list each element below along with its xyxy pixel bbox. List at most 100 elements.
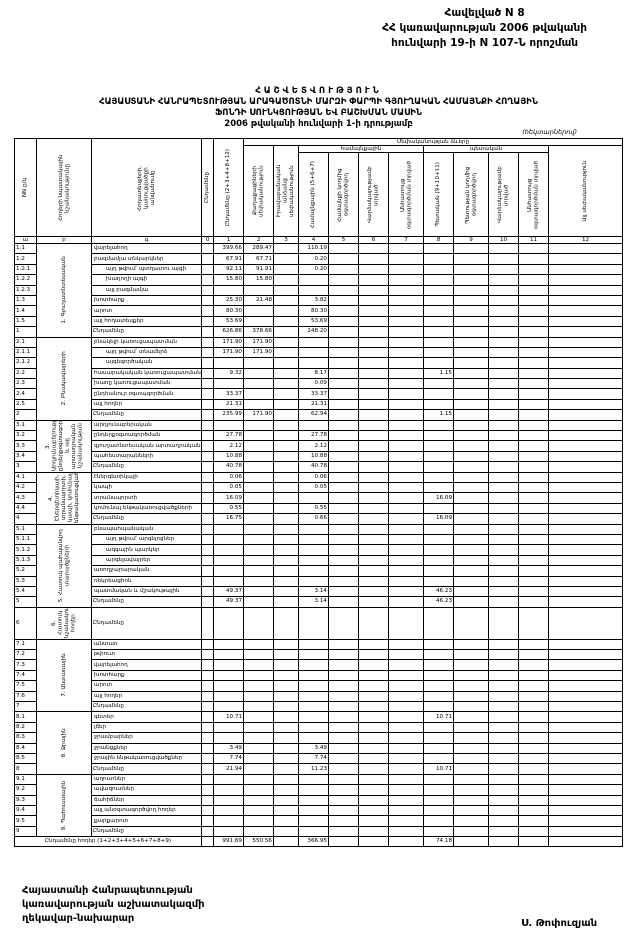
value-cell: [388, 711, 424, 723]
row-number: 8.2: [14, 721, 37, 734]
value-cell: [388, 825, 424, 838]
annex-line: հունվարի 19-ի N 107-Ն որոշման: [391, 37, 579, 49]
value-cell: [388, 284, 424, 296]
value-cell: [488, 263, 519, 276]
value-cell: [328, 430, 359, 442]
value-cell: [388, 649, 424, 661]
value-cell: [518, 502, 549, 515]
value-cell: [243, 378, 274, 390]
value-cell: [453, 596, 489, 608]
value-cell: [298, 711, 329, 723]
value-cell: [328, 742, 359, 754]
value-cell: [518, 554, 549, 567]
value-cell: [213, 773, 244, 786]
section-text: 8. Ջրային: [60, 728, 67, 758]
value-cell: [423, 669, 454, 682]
value-cell: [243, 305, 274, 317]
table-row: 9.1 9. Պահուստային աղուտներ: [14, 773, 624, 838]
title-line: 2006 թվականի հունվարի 1-ի դրությամբ: [224, 119, 413, 129]
value-cell: [388, 430, 424, 442]
row-number: 1: [14, 326, 37, 338]
value-cell: [273, 606, 299, 640]
value-cell: [213, 554, 244, 567]
value-cell: [547, 784, 624, 796]
value-cell: [388, 502, 424, 515]
section-label: 2. Բնակավայրերի: [36, 336, 92, 421]
row-name: այլ հողեր: [91, 690, 202, 703]
value-cell: 33.37: [213, 388, 244, 400]
value-cell: [518, 274, 549, 286]
value-cell: [328, 669, 359, 682]
value-cell: [358, 638, 389, 651]
value-cell: [518, 533, 549, 546]
value-cell: [488, 565, 519, 577]
value-cell: [201, 752, 214, 765]
value-cell: [453, 367, 489, 380]
value-cell: [298, 346, 329, 359]
value-cell: [298, 606, 329, 640]
value-cell: [488, 794, 519, 806]
value-cell: 171.90: [213, 336, 244, 348]
row-number: 9.5: [14, 815, 37, 827]
value-cell: [423, 690, 454, 703]
value-cell: [547, 346, 624, 359]
value-cell: [547, 367, 624, 380]
row-name: այդ թվում՝ տնամերձ: [91, 346, 202, 359]
value-cell: [273, 836, 299, 848]
value-cell: 550.56: [243, 836, 274, 848]
column-header: Վարձակալությամբ տրված: [488, 152, 519, 237]
value-cell: [388, 669, 424, 682]
value-cell: 3.82: [298, 294, 329, 307]
value-cell: 3.14: [298, 585, 329, 598]
row-name: Ընդամենը: [91, 763, 202, 775]
row-name: ազգային պարկեր: [91, 544, 202, 556]
section-label: 5. Հատուկ պահպանվող տարածքների: [36, 523, 92, 608]
value-cell: [201, 357, 214, 369]
value-cell: 46.23: [423, 585, 454, 598]
row-number: 5: [14, 596, 37, 608]
value-cell: [388, 263, 424, 276]
row-number: 4.1: [14, 471, 37, 484]
value-cell: 0.55: [298, 502, 329, 515]
value-cell: [388, 659, 424, 671]
value-cell: [388, 680, 424, 692]
value-cell: [273, 357, 299, 369]
value-cell: [547, 284, 624, 296]
value-cell: [358, 836, 389, 848]
section-label: 1. Գյուղատնտեսական: [36, 243, 92, 338]
value-cell: [388, 450, 424, 463]
row-name: այլ անօգտագործվող հողեր: [91, 804, 202, 817]
value-cell: [328, 533, 359, 546]
value-cell: [273, 575, 299, 587]
value-cell: [453, 784, 489, 796]
value-cell: [328, 450, 359, 463]
row-number: 3: [14, 461, 37, 473]
value-cell: [423, 742, 454, 754]
value-cell: [243, 284, 274, 296]
value-cell: [273, 690, 299, 703]
value-cell: [518, 513, 549, 525]
column-header: NN ը/կ: [14, 138, 37, 237]
value-cell: [328, 263, 359, 276]
value-cell: [328, 502, 359, 515]
value-cell: [328, 544, 359, 556]
value-cell: [388, 721, 424, 734]
value-cell: [488, 502, 519, 515]
value-cell: [488, 752, 519, 765]
row-name: այդ թվում՝ պտղատու այգի: [91, 263, 202, 276]
value-cell: [358, 711, 389, 723]
value-cell: [423, 471, 454, 484]
value-cell: [547, 263, 624, 276]
value-cell: [273, 336, 299, 348]
value-cell: [547, 680, 624, 692]
row-number: 1.1: [14, 242, 37, 255]
value-cell: [243, 565, 274, 577]
row-name: վարելահող: [91, 659, 202, 671]
value-cell: [423, 263, 454, 276]
value-cell: [518, 700, 549, 713]
row-name: ընդերքօգտագործման: [91, 430, 202, 442]
value-cell: [328, 732, 359, 744]
table-row: 1.2.1 այդ թվում՝ պտղատու այգի 92.11 91.91 0.…: [14, 263, 624, 276]
value-cell: [518, 492, 549, 504]
value-cell: [298, 649, 329, 661]
